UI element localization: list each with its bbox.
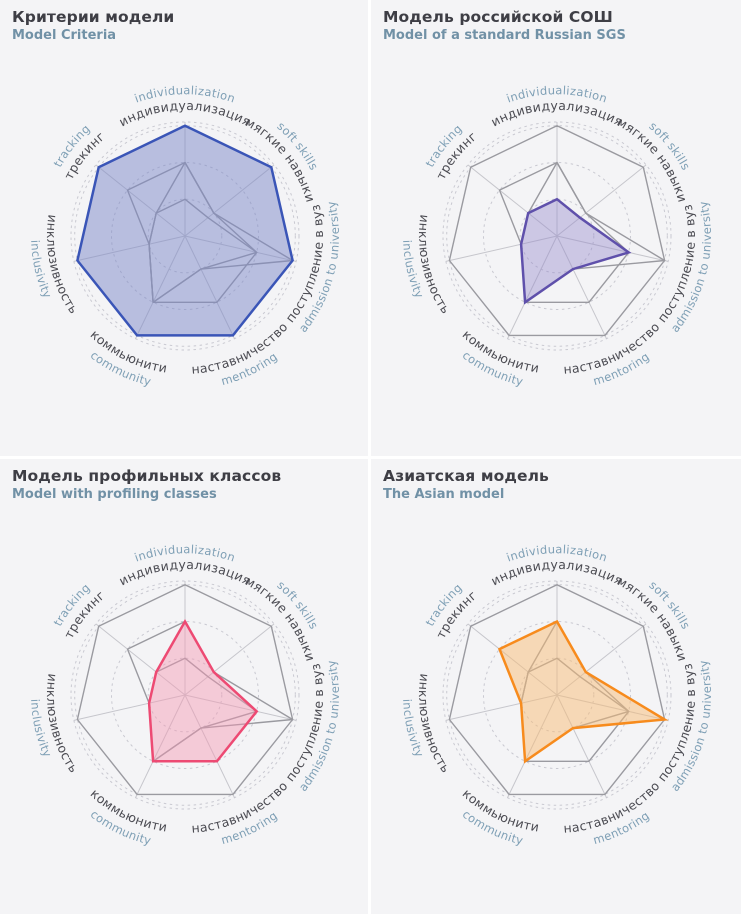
axis-line-inclusivity <box>73 694 186 721</box>
panel-asian-model: Азиатская модель The Asian model индивид… <box>371 459 741 914</box>
axis-line-soft-skills <box>556 164 647 237</box>
axis-line-tracking <box>467 164 558 237</box>
grid-ring-1 <box>147 657 223 733</box>
panel-header: Критерии модели Model Criteria <box>12 8 174 43</box>
series-polygon-featured-2 <box>147 618 259 763</box>
panel-russian-sgs: Модель российской СОШ Model of a standar… <box>371 0 741 456</box>
panel-subtitle: The Asian model <box>383 487 505 503</box>
grid-ring-2 <box>483 162 631 310</box>
axis-label-ru-inclusivity: инклюзивность <box>44 214 82 317</box>
series-polygon-gray-3 <box>126 620 294 762</box>
grid-ring-outer <box>442 121 672 351</box>
series-polygon-featured-3 <box>497 619 669 764</box>
panel-header: Модель профильных классов Model with pro… <box>12 467 281 502</box>
axis-line-mentoring <box>184 694 235 798</box>
radar-chart-russian-sgs: индивидуализацияindividualizationмягкие … <box>400 83 714 389</box>
grid-ring-outer <box>70 121 300 351</box>
axis-label-ru-inclusivity: инклюзивность <box>44 673 82 776</box>
grid-ring-3 <box>74 125 296 347</box>
grid-ring-3 <box>74 584 296 806</box>
panel-subtitle: Model Criteria <box>12 28 117 44</box>
panel-header: Модель российской СОШ Model of a standar… <box>383 8 626 43</box>
axis-line-mentoring <box>556 235 607 339</box>
axis-line-admission-to-university <box>556 235 669 262</box>
radar-chart-criteria: индивидуализацияindividualizationмягкие … <box>28 83 342 389</box>
grid-ring-outer <box>70 580 300 810</box>
axis-label-ru-inclusivity: инклюзивность <box>416 214 454 317</box>
grid-ring-2 <box>483 621 631 769</box>
grid-ring-outer <box>442 580 672 810</box>
axis-label-ru-inclusivity: инклюзивность <box>416 673 454 776</box>
radar-chart-asian: индивидуализацияindividualizationмягкие … <box>400 542 714 848</box>
panel-model-criteria: Критерии модели Model Criteria индивидуа… <box>0 0 368 456</box>
panel-header: Азиатская модель The Asian model <box>383 467 549 502</box>
radar-chart-profiling: индивидуализацияindividualizationмягкие … <box>28 542 342 848</box>
series-polygon-gray-0 <box>76 583 294 796</box>
axis-line-inclusivity <box>445 235 558 262</box>
axis-line-community <box>135 694 186 798</box>
axis-line-tracking <box>95 623 186 696</box>
axis-line-soft-skills <box>184 623 275 696</box>
panel-title: Модель российской СОШ <box>383 8 613 26</box>
series-polygon-gray-0 <box>448 124 666 337</box>
axis-line-admission-to-university <box>184 694 297 721</box>
axis-line-community <box>507 235 558 339</box>
grid-ring-1 <box>519 198 595 274</box>
panel-title: Модель профильных классов <box>12 467 282 485</box>
panel-title: Критерии модели <box>12 8 175 26</box>
series-polygon-featured-0 <box>76 124 294 337</box>
grid-ring-2 <box>111 621 259 769</box>
panel-profiling-classes: Модель профильных классов Model with pro… <box>0 459 368 914</box>
grid-ring-3 <box>446 584 668 806</box>
series-polygon-featured-1 <box>519 197 632 305</box>
panel-subtitle: Model of a standard Russian SGS <box>383 28 626 44</box>
panel-title: Азиатская модель <box>383 467 549 485</box>
panel-subtitle: Model with profiling classes <box>12 487 217 503</box>
grid-ring-3 <box>446 125 668 347</box>
series-polygon-gray-0 <box>448 583 666 796</box>
